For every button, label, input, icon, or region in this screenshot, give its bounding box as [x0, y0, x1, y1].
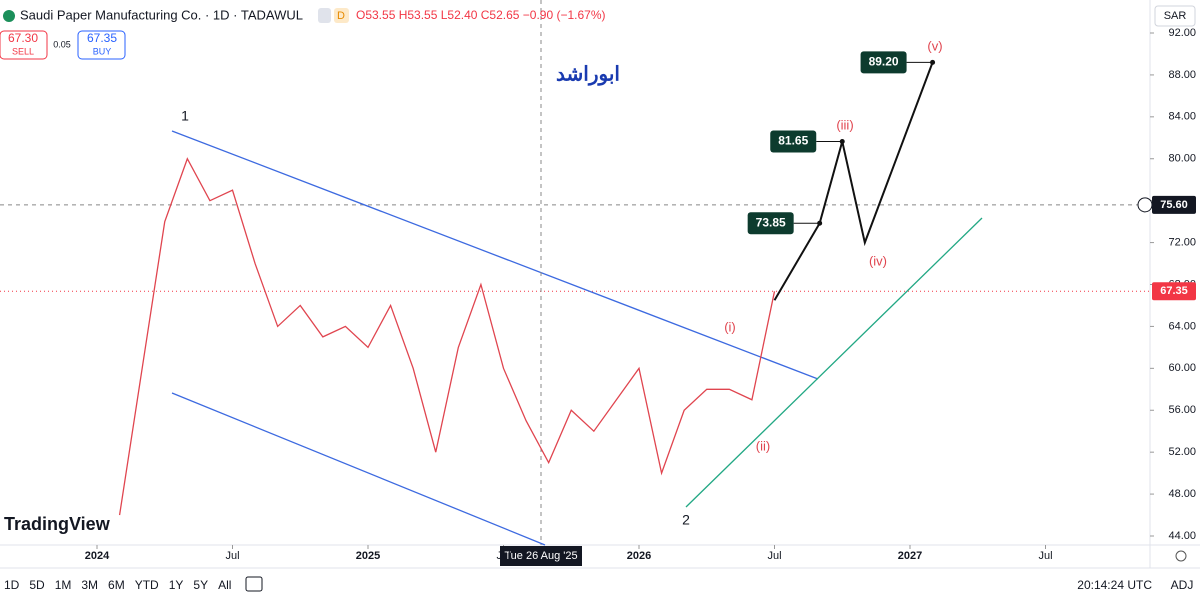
- clock: 20:14:24 UTC: [1077, 578, 1152, 592]
- sell-label: SELL: [12, 46, 34, 56]
- wave-label: (v): [927, 38, 942, 53]
- support-trendline: [685, 217, 983, 508]
- target-box: [770, 130, 817, 153]
- wave-label: (iii): [836, 117, 853, 132]
- x-tick-label: 2024: [85, 550, 110, 562]
- adj-button[interactable]: ADJ: [1171, 578, 1194, 592]
- x-tick-label: 2026: [627, 550, 651, 562]
- plot: 73.85 81.65 89.20: [118, 51, 936, 516]
- range-button[interactable]: 1D: [4, 578, 20, 592]
- y-tick-label: 56.00: [1168, 404, 1196, 416]
- spread: 0.05: [53, 39, 71, 49]
- symbol-title: Saudi Paper Manufacturing Co. · 1D · TAD…: [20, 7, 303, 22]
- y-tick-label: 92.00: [1168, 27, 1196, 39]
- badge-text: D: [337, 10, 345, 22]
- upper-trendline: [171, 130, 819, 380]
- toolbar: 1D 5D 1M 3M 6M YTD 1Y 5Y All: [4, 578, 231, 592]
- buy-price: 67.35: [87, 31, 117, 45]
- crosshair-price: 75.60: [1160, 199, 1188, 211]
- crosshair-date: Tue 26 Aug '25: [504, 550, 577, 562]
- sell-button[interactable]: [0, 30, 48, 60]
- x-tick-label: Jul: [1038, 550, 1052, 562]
- calendar-icon[interactable]: [245, 576, 263, 592]
- y-tick-label: 64.00: [1168, 320, 1196, 332]
- wave-label: (i): [724, 319, 736, 334]
- x-tick-label: Jul: [225, 550, 239, 562]
- crosshair-plus: [1137, 197, 1153, 213]
- x-tick-label: Jul: [496, 550, 510, 562]
- buy-button[interactable]: [77, 30, 126, 60]
- symbol-icon: [3, 10, 15, 22]
- range-button[interactable]: YTD: [135, 578, 159, 592]
- currency-button[interactable]: [1154, 5, 1196, 27]
- range-button[interactable]: 1M: [55, 578, 72, 592]
- settings-icon[interactable]: [1175, 550, 1187, 562]
- target-label: 89.20: [869, 55, 899, 69]
- y-tick-label: 48.00: [1168, 488, 1196, 500]
- y-tick-label: 52.00: [1168, 446, 1196, 458]
- badge-dot: [318, 8, 331, 23]
- range-button[interactable]: 6M: [108, 578, 125, 592]
- crosshair-price-box: [1152, 195, 1196, 214]
- range-button[interactable]: 1Y: [169, 578, 184, 592]
- wave-label: 2: [682, 512, 690, 528]
- target-point: [817, 220, 823, 226]
- range-button[interactable]: 3M: [81, 578, 98, 592]
- wave-label: 1: [181, 108, 189, 124]
- badge: [334, 8, 349, 23]
- y-tick-label: 80.00: [1168, 153, 1196, 165]
- x-tick-label: Jul: [767, 550, 781, 562]
- logo: TradingView: [4, 514, 111, 534]
- x-tick-label: 2025: [356, 550, 380, 562]
- wave-label: (ii): [756, 438, 770, 453]
- last-price-label: 67.35: [1160, 285, 1188, 297]
- crosshair-date-box: [500, 546, 582, 566]
- x-tick-label: 2027: [898, 550, 922, 562]
- range-button[interactable]: 5D: [29, 578, 45, 592]
- y-tick-label: 60.00: [1168, 362, 1196, 374]
- range-button[interactable]: 5Y: [193, 578, 208, 592]
- price-line: [118, 157, 776, 516]
- target-box: [747, 212, 794, 235]
- sell-price: 67.30: [8, 31, 38, 45]
- y-tick-label: 44.00: [1168, 530, 1196, 542]
- ohlc: O53.55 H53.55 L52.40 C52.65 −0.90 (−1.67…: [356, 8, 606, 22]
- author-label: ابوراشد: [556, 63, 620, 86]
- y-tick-label: 84.00: [1168, 111, 1196, 123]
- buy-label: BUY: [93, 46, 112, 56]
- target-label: 81.65: [778, 134, 808, 148]
- wave-label: (iv): [869, 253, 887, 268]
- last-price-box: [1152, 282, 1196, 301]
- y-tick-label: 88.00: [1168, 69, 1196, 81]
- target-box: [860, 51, 907, 74]
- y-tick-label: 72.00: [1168, 236, 1196, 248]
- lower-trendline: [171, 392, 546, 546]
- target-point: [930, 59, 936, 65]
- target-label: 73.85: [756, 215, 786, 229]
- range-button[interactable]: All: [218, 578, 231, 592]
- target-point: [839, 138, 845, 144]
- currency: SAR: [1164, 10, 1187, 22]
